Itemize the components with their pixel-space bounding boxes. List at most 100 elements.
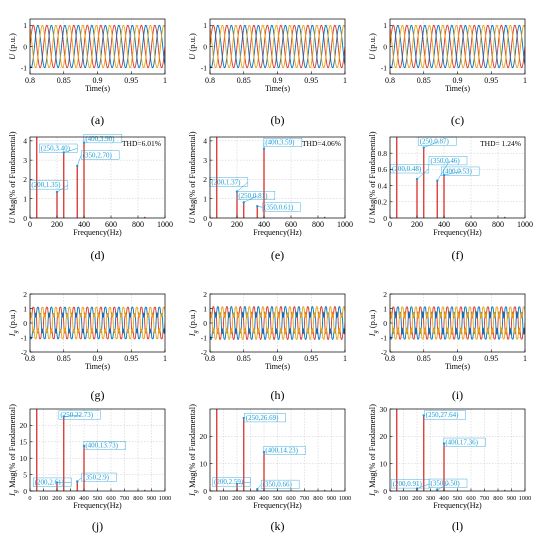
- annotation-marker: [242, 201, 245, 204]
- tick-label-x: 300: [426, 495, 435, 502]
- annotation-marker: [262, 147, 266, 150]
- tick-label-x: 0.8: [385, 354, 395, 363]
- axes-frame: [209, 136, 346, 219]
- tick-label-y: 1: [203, 21, 207, 30]
- tick-label-x: 600: [105, 220, 117, 229]
- annotation-marker: [242, 416, 245, 420]
- series-line-1: [390, 306, 525, 340]
- tick-label-x: 1000: [157, 220, 173, 229]
- panel-label: (h): [271, 388, 285, 402]
- grid: [389, 137, 526, 219]
- tick-label-x: 100: [39, 495, 48, 502]
- tick-label-x: 0.8: [205, 76, 215, 85]
- y-axis-label: U Mag(% of Fundamental): [187, 131, 197, 223]
- tick-label-x: 0.95: [484, 76, 498, 85]
- tick-label-y: 10: [380, 459, 388, 468]
- tick-label-y: 0: [203, 214, 207, 223]
- annotation-marker: [76, 164, 79, 168]
- annotation-marker: [76, 480, 79, 483]
- bars: [396, 137, 506, 218]
- tick-label-y: 0: [383, 487, 387, 496]
- tick-label-x: 0: [388, 220, 392, 229]
- tick-label-x: 1: [523, 354, 527, 363]
- tick-label-y: 0: [383, 319, 387, 328]
- tick-label-x: 0.9: [453, 354, 463, 363]
- annotation-arrow: [443, 171, 462, 176]
- annotation-label: (250,0.87): [420, 137, 450, 145]
- tick-label-x: 700: [300, 495, 309, 502]
- tick-label-y: 20: [200, 432, 208, 441]
- annotation-label: (250,22.73): [60, 411, 93, 419]
- annotation-arrow: [437, 483, 450, 490]
- annotation-label: (400,3.90): [85, 135, 115, 143]
- annotation-arrow: [56, 184, 68, 193]
- tick-label-x: 0.9: [273, 76, 283, 85]
- tick-label-x: 900: [327, 495, 336, 502]
- tick-label-x: 100: [219, 495, 228, 502]
- tick-label-x: 0.95: [124, 354, 138, 363]
- tick-label-y: -2: [201, 348, 207, 357]
- x-axis-label: Time(s): [265, 362, 290, 371]
- annotation-label: (250,26.69): [246, 414, 279, 422]
- x-axis-label: Time(s): [85, 84, 110, 93]
- annotation-label: (200,0.48): [392, 165, 422, 173]
- annotation-arrow: [77, 155, 82, 167]
- y-axis-label: Ig Mag(% of Fundamental): [367, 404, 379, 497]
- series-line-2: [210, 24, 345, 69]
- tick-label-y: 2: [23, 175, 27, 184]
- tick-label-x: 800: [492, 220, 504, 229]
- annotation-marker: [436, 179, 439, 182]
- x-axis-label: Time(s): [445, 84, 470, 93]
- tick-label-x: 400: [258, 220, 270, 229]
- series-group: [30, 306, 165, 340]
- tick-label-x: 0.95: [124, 76, 138, 85]
- annotation-box: [81, 472, 117, 482]
- tick-label-x: 0.85: [417, 354, 431, 363]
- series-line-0: [30, 306, 165, 340]
- annotation-marker: [235, 482, 239, 486]
- tick-label-y: 3: [23, 156, 27, 165]
- tick-label-y: 2: [203, 175, 207, 184]
- tick-label-y: 0: [203, 487, 207, 496]
- annotation-arrow: [437, 160, 450, 181]
- annotation-label: (350,0.66): [263, 481, 293, 489]
- annotation-box: [390, 164, 429, 174]
- tick-label-x: 1000: [159, 495, 172, 502]
- panel-e: (200,1.37) (250,0.81) (350,0.61) (400,3.59)…: [187, 131, 353, 262]
- tick-label-y: 20: [20, 421, 28, 430]
- panel-label: (b): [271, 113, 285, 127]
- tick-label-x: 0: [388, 495, 391, 502]
- tick-label-y: -2: [21, 348, 27, 357]
- annotation-box: [263, 446, 306, 455]
- x-axis-label: Frequency(Hz): [73, 501, 122, 510]
- annotation-box: [428, 156, 468, 166]
- annotation-marker: [442, 173, 446, 177]
- series-line-2: [30, 306, 165, 340]
- y-axis-label: U (p.u.): [187, 33, 197, 60]
- bars: [396, 409, 506, 491]
- series-line-2: [390, 24, 525, 69]
- tick-label-x: 1000: [339, 495, 352, 502]
- tick-label-x: 200: [232, 495, 241, 502]
- tick-label-x: 200: [412, 495, 421, 502]
- tick-label-y: -1: [201, 63, 207, 72]
- tick-label-y: 5: [23, 470, 27, 479]
- thd-label: THD=4.06%: [302, 139, 341, 148]
- panel-label: (c): [451, 113, 464, 127]
- tick-label-y: 30: [380, 405, 388, 414]
- thd-label: THD= 1.24%: [480, 139, 521, 148]
- annotation-box: [391, 479, 430, 489]
- tick-label-x: 0.8: [205, 354, 215, 363]
- tick-label-x: 600: [285, 220, 297, 229]
- annotation-marker: [62, 415, 65, 418]
- series-line-2: [210, 306, 345, 340]
- panel-d: (200,1.35) (250,3.40) (400,3.90) (350,2.70)…: [7, 131, 173, 262]
- tick-label-x: 0.85: [417, 76, 431, 85]
- tick-label-x: 0: [208, 220, 212, 229]
- panel-k: (250,26.69) (400,14.23) (200,2.59) (350,0.6…: [187, 404, 351, 533]
- series-group: [210, 306, 345, 340]
- annotation-marker: [422, 146, 425, 149]
- tick-label-x: 800: [312, 220, 324, 229]
- tick-label-x: 1000: [519, 495, 532, 502]
- panel-label: (g): [91, 388, 105, 402]
